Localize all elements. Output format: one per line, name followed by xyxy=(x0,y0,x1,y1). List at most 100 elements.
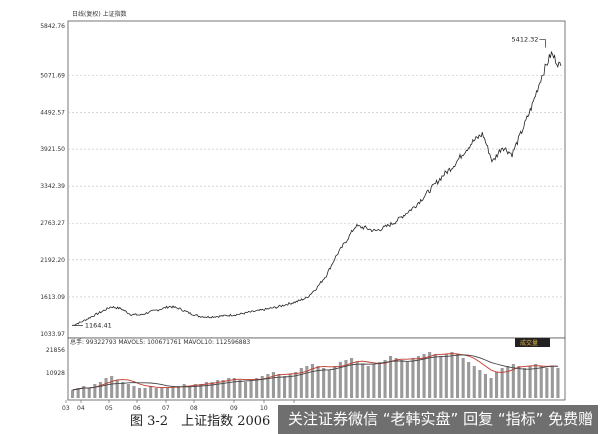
volume-bar xyxy=(400,360,404,398)
volume-bar xyxy=(333,366,337,398)
volume-bar xyxy=(216,380,220,398)
annotation-label: 1164.41 xyxy=(85,322,112,330)
y-tick-label: 1613.09 xyxy=(40,294,65,301)
volume-bar xyxy=(539,366,543,398)
volume-bar xyxy=(500,368,504,398)
volume-bar xyxy=(489,378,493,398)
volume-bar xyxy=(283,376,287,398)
volume-bar xyxy=(305,366,309,398)
volume-bar xyxy=(238,380,242,398)
volume-y-tick-label: 10928 xyxy=(46,370,65,377)
volume-bar xyxy=(517,366,521,398)
volume-bar xyxy=(115,380,119,398)
y-tick-label: 5842.76 xyxy=(40,23,65,30)
x-tick-label: 10 xyxy=(260,405,268,412)
x-tick-label: 08 xyxy=(190,405,198,412)
volume-bar xyxy=(522,368,526,398)
price-y-tick-labels: 5842.76 5071.69 4492.57 3921.50 3342.39 2763.… xyxy=(40,23,65,338)
y-tick-label: 5071.69 xyxy=(40,72,65,79)
volume-bar xyxy=(188,386,192,398)
volume-bar xyxy=(495,372,499,398)
volume-bar xyxy=(534,364,538,398)
volume-bar xyxy=(528,366,532,398)
x-tick-label: 04 xyxy=(77,405,85,412)
volume-bar xyxy=(478,370,482,398)
x-tick-label: 07 xyxy=(162,405,170,412)
volume-bar xyxy=(71,390,75,398)
volume-bar xyxy=(550,366,554,398)
volume-bar xyxy=(338,362,342,398)
volume-bar xyxy=(322,368,326,398)
volume-bar xyxy=(210,382,214,398)
volume-bar xyxy=(316,366,320,398)
volume-bar xyxy=(310,364,314,398)
volume-bar xyxy=(545,368,549,398)
volume-bar xyxy=(389,356,393,398)
volume-bar xyxy=(121,382,125,398)
volume-bars xyxy=(71,352,560,398)
volume-pane-title: 总手: 99322793 MAVOL5: 100671761 MAVOL10: … xyxy=(70,338,250,346)
volume-bar xyxy=(366,366,370,398)
volume-bar xyxy=(82,386,86,398)
volume-bar xyxy=(177,386,181,398)
volume-bar xyxy=(204,382,208,398)
y-tick-label: 1033.97 xyxy=(40,331,65,338)
price-pane-title: 日线(复权) 上证指数 xyxy=(72,10,127,18)
volume-bar xyxy=(138,388,142,398)
price-series xyxy=(71,50,562,327)
volume-bar xyxy=(171,386,175,398)
x-tick-label: 09 xyxy=(230,405,238,412)
volume-bar xyxy=(277,374,281,398)
volume-bar xyxy=(450,352,454,398)
y-tick-label: 2192.20 xyxy=(40,257,65,264)
volume-bar xyxy=(433,354,437,398)
volume-bar xyxy=(288,374,292,398)
volume-bar xyxy=(221,380,225,398)
volume-bar xyxy=(126,384,130,398)
volume-bar xyxy=(327,370,331,398)
volume-bar xyxy=(511,364,515,398)
mavol5-line xyxy=(72,353,558,391)
volume-bar xyxy=(383,360,387,398)
volume-bar xyxy=(344,360,348,398)
volume-bar xyxy=(260,376,264,398)
volume-bar xyxy=(416,356,420,398)
promo-banner: 关注证券微信 “老韩实盘” 回复 “指标” 免费赠 xyxy=(278,405,598,434)
volume-bar xyxy=(411,358,415,398)
volume-bar xyxy=(193,384,197,398)
volume-bar xyxy=(199,384,203,398)
x-tick-label: 05 xyxy=(105,405,113,412)
volume-bar xyxy=(483,374,487,398)
volume-y-tick-label: 21856 xyxy=(46,347,65,354)
volume-bar xyxy=(165,388,169,398)
volume-bar xyxy=(149,386,153,398)
y-tick-label: 3342.39 xyxy=(40,183,65,190)
volume-bar xyxy=(154,388,158,398)
volume-bar xyxy=(255,378,259,398)
volume-bar xyxy=(422,354,426,398)
volume-moving-averages xyxy=(72,353,558,391)
volume-bar xyxy=(76,388,80,398)
x-tick-label: 06 xyxy=(133,405,141,412)
y-tick-label: 4492.57 xyxy=(40,109,65,116)
volume-y-tick-labels: 21856 10928 xyxy=(46,347,65,377)
volume-bar xyxy=(271,372,275,398)
mavol10-line xyxy=(72,354,558,391)
y-tick-label: 2763.27 xyxy=(40,220,65,227)
volume-bar xyxy=(232,378,236,398)
volume-bar xyxy=(160,388,164,398)
volume-bar xyxy=(87,388,91,398)
volume-bar xyxy=(428,352,432,398)
volume-bar xyxy=(98,382,102,398)
volume-bar xyxy=(350,358,354,398)
annotation-arrow xyxy=(539,39,546,48)
x-tick-label: 03 xyxy=(62,405,70,412)
y-tick-label: 3921.50 xyxy=(40,146,65,153)
volume-badge-label: 成交量 xyxy=(520,339,538,347)
volume-bar xyxy=(355,362,359,398)
volume-bar xyxy=(104,378,108,398)
volume-bar xyxy=(444,354,448,398)
volume-bar xyxy=(110,376,114,398)
price-plot-frame xyxy=(67,20,566,339)
price-gridlines xyxy=(68,75,565,298)
